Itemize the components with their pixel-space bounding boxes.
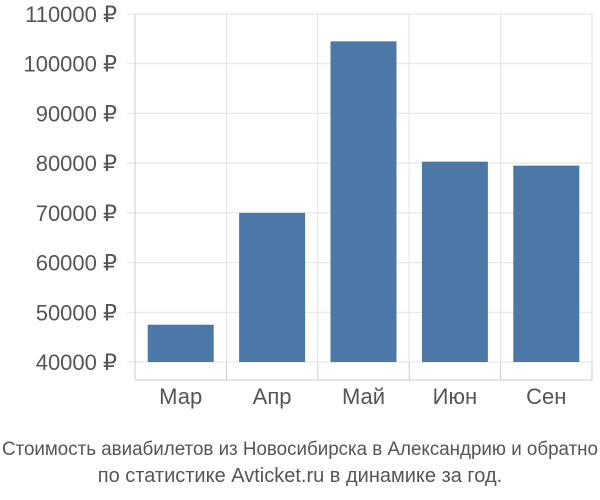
x-tick-label: Сен: [526, 384, 566, 409]
y-tick-label: 40000 ₽: [36, 350, 117, 375]
x-tick-label: Май: [342, 384, 385, 409]
x-tick-label: Мар: [159, 384, 202, 409]
x-tick-label: Апр: [253, 384, 292, 409]
y-tick-label: 80000 ₽: [36, 151, 117, 176]
y-tick-label: 60000 ₽: [36, 251, 117, 276]
y-tick-label: 70000 ₽: [36, 201, 117, 226]
x-tick-label: Июн: [433, 384, 477, 409]
caption-line-2: по статистике Avticket.ru в динамике за …: [98, 465, 502, 487]
bar-5: [513, 165, 580, 362]
bar-1: [147, 324, 214, 362]
y-tick-label: 90000 ₽: [36, 101, 117, 126]
y-tick-label: 110000 ₽: [25, 2, 117, 27]
x-axis: Мар Апр Май Июн Сен: [134, 362, 593, 409]
bars: [147, 41, 580, 362]
bar-3: [330, 41, 397, 362]
y-tick-label: 50000 ₽: [36, 300, 117, 325]
y-axis: 40000 ₽ 50000 ₽ 60000 ₽ 70000 ₽ 80000 ₽ 90000…: [23, 2, 136, 380]
bar-2: [239, 212, 306, 362]
y-tick-label: 100000 ₽: [23, 52, 117, 77]
caption-line-1: Стоимость авиабилетов из Новосибирска в …: [2, 439, 598, 460]
bar-4: [421, 161, 488, 362]
